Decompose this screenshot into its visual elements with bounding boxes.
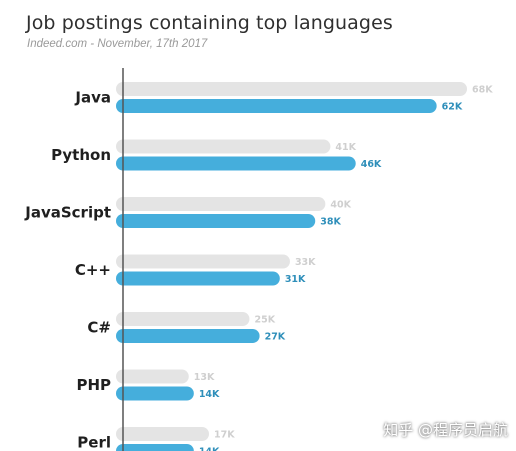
category-label: C# xyxy=(87,319,111,337)
chart-subtitle: Indeed.com - November, 17th 2017 xyxy=(27,38,208,50)
bar-value-label: 25K xyxy=(254,315,275,326)
category-label: Perl xyxy=(77,434,111,451)
bar xyxy=(116,156,356,171)
bar xyxy=(116,312,250,326)
bar xyxy=(116,271,280,286)
bar-value-label: 33K xyxy=(295,257,316,268)
category-label: JavaScript xyxy=(24,204,111,222)
bar-value-label: 62K xyxy=(442,102,463,113)
bar xyxy=(116,329,260,343)
bar xyxy=(116,197,326,211)
watermark: 知乎 @程序员启航 xyxy=(383,421,508,439)
bar-value-label: 14K xyxy=(199,389,220,400)
bar-value-label: 38K xyxy=(320,217,341,228)
bar-value-label: 46K xyxy=(361,159,382,170)
category-label: C++ xyxy=(75,261,111,279)
bar-value-label: 14K xyxy=(199,447,220,451)
chart-title: Job postings containing top languages xyxy=(26,12,393,34)
bar-value-label: 13K xyxy=(194,372,215,383)
bar xyxy=(116,254,290,269)
bar-value-label: 31K xyxy=(285,274,306,285)
bar xyxy=(116,139,331,154)
bar xyxy=(116,82,467,96)
bar-value-label: 41K xyxy=(335,142,356,153)
category-label: PHP xyxy=(76,376,111,394)
bar-value-label: 17K xyxy=(214,430,235,441)
bar xyxy=(116,444,194,451)
bar xyxy=(116,214,316,228)
bar-value-label: 68K xyxy=(472,85,493,96)
bar xyxy=(116,99,437,113)
bar xyxy=(116,369,189,384)
bar-value-label: 40K xyxy=(330,200,351,211)
category-label: Java xyxy=(74,89,111,107)
category-label: Python xyxy=(51,146,111,164)
bar-value-label: 27K xyxy=(265,332,286,343)
bar xyxy=(116,427,209,441)
bar xyxy=(116,386,194,401)
